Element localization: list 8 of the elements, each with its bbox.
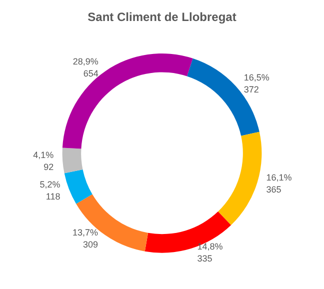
data-label: 28,9% 654 [72,56,98,79]
data-label: 16,1% 365 [266,172,292,194]
data-label: 13,7% 309 [72,227,98,250]
chart-title: Sant Climent de Llobregat [88,10,236,24]
data-label: 4,1% 92 [33,150,54,172]
data-label: 14,8% 335 [197,241,223,264]
data-label: 16,5% 372 [244,72,270,95]
data-label: 5,2% 118 [40,179,60,202]
